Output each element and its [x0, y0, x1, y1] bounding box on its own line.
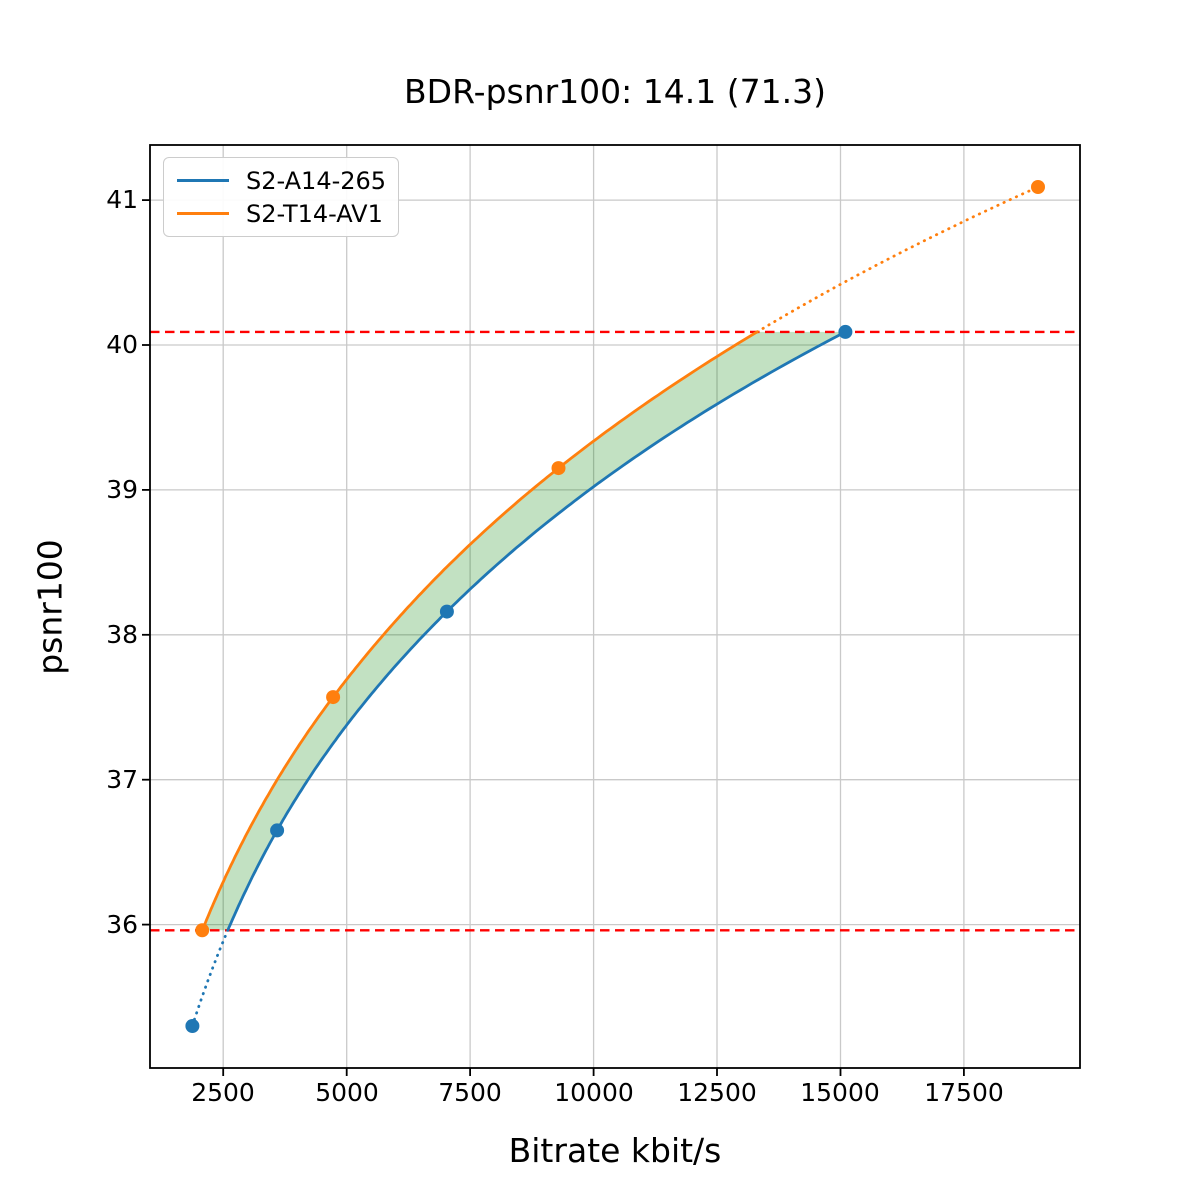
x-tick-label: 5000	[315, 1078, 379, 1107]
series-1-data-point-marker	[195, 923, 210, 938]
series-0-data-point-marker	[439, 604, 454, 619]
x-tick-label: 2500	[191, 1078, 255, 1107]
plot-border	[149, 144, 1081, 1069]
legend-entry: S2-A14-265	[164, 164, 398, 197]
x-tick-label: 17500	[924, 1078, 1004, 1107]
series-0-data-point-marker	[270, 823, 285, 838]
y-tick-label: 37	[106, 765, 138, 794]
y-tick-label: 40	[106, 330, 138, 359]
bd-rate-fill-area	[202, 331, 846, 931]
y-tick-label: 41	[106, 185, 138, 214]
series-1-data-point-marker	[1031, 180, 1045, 194]
legend-entry: S2-T14-AV1	[164, 197, 398, 230]
legend-label: S2-A14-265	[246, 166, 387, 195]
legend-line-sample-icon	[177, 179, 229, 182]
series-0-dotted-segment	[191, 928, 230, 1028]
chart-title: BDR-psnr100: 14.1 (71.3)	[404, 72, 826, 111]
series-0-data-point-marker	[185, 1019, 200, 1033]
x-tick-label: 12500	[677, 1078, 757, 1107]
x-tick-label: 7500	[438, 1078, 502, 1107]
series-1-data-point-marker	[326, 690, 341, 705]
y-tick-label: 39	[106, 475, 138, 504]
x-tick-label: 10000	[554, 1078, 634, 1107]
legend-label: S2-T14-AV1	[246, 199, 383, 228]
x-axis-label: Bitrate kbit/s	[508, 1131, 722, 1170]
series-0-data-point-marker	[838, 324, 853, 339]
y-tick-label: 36	[106, 910, 138, 939]
series-1-dotted-segment	[755, 185, 1040, 334]
x-tick-label: 15000	[800, 1078, 880, 1107]
series-1-data-point-marker	[551, 461, 566, 476]
y-axis-label: psnr100	[30, 539, 70, 675]
legend: S2-A14-265 S2-T14-AV1	[163, 157, 399, 237]
series-1-curve	[200, 330, 758, 931]
y-tick-label: 38	[106, 620, 138, 649]
legend-line-sample-icon	[177, 212, 229, 215]
series-0-curve	[226, 330, 847, 931]
